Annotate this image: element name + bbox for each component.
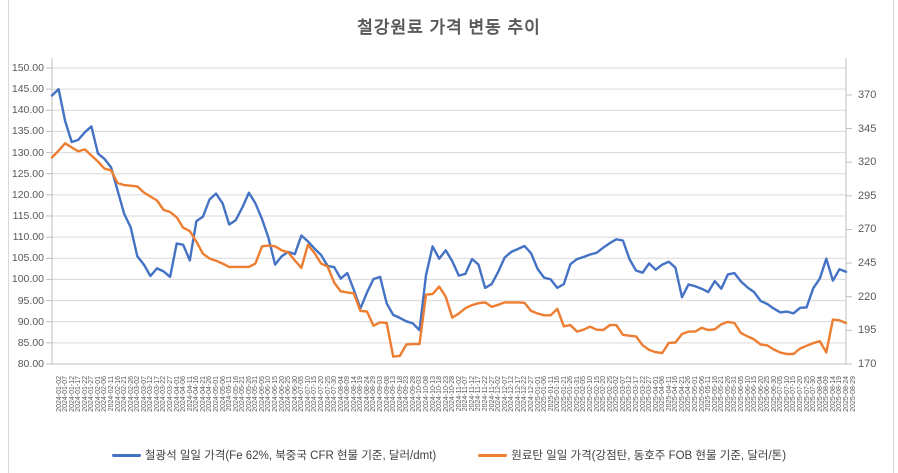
iron-ore-line-marker bbox=[111, 453, 141, 457]
x-axis-date-label: 2024-01-07 bbox=[62, 376, 70, 412]
chart-title: 철강원료 가격 변동 추이 bbox=[357, 18, 541, 37]
x-axis-date-label: 2025-03-17 bbox=[632, 376, 640, 412]
right-axis-tick-label: 195 bbox=[858, 324, 877, 337]
left-axis-tick-label: 145.00 bbox=[11, 83, 44, 96]
iron-ore-price-line bbox=[50, 87, 848, 332]
left-axis-tick-label: 125.00 bbox=[11, 167, 44, 180]
x-axis-date-label: 2025-06-05 bbox=[737, 376, 745, 412]
iron-ore-legend-label: 철광석 일일 가격(Fe 62%, 북중국 CFR 현물 기준, 달러/dmt) bbox=[144, 450, 437, 462]
left-axis-tick-label: 140.00 bbox=[11, 104, 44, 117]
legend-item-coking-coal[interactable]: 원료탄 일일 가격(강점탄, 동호주 FOB 현물 기준, 달러/톤) bbox=[478, 447, 786, 463]
right-axis-tick-label: 220 bbox=[858, 290, 877, 303]
x-axis-date-label: 2024-03-27 bbox=[167, 376, 175, 412]
left-axis-tick-label: 135.00 bbox=[11, 125, 44, 138]
x-axis-date-label: 2025-08-24 bbox=[842, 376, 850, 412]
x-axis-date-label: 2024-07-20 bbox=[317, 376, 325, 412]
right-axis-tick-label: 170 bbox=[858, 358, 877, 370]
x-axis-date-label: 2024-02-11 bbox=[107, 376, 115, 412]
right-axis-tick-label: 345 bbox=[858, 122, 877, 135]
x-axis-date-label: 2025-06-15 bbox=[751, 376, 759, 412]
x-axis-date-label: 2024-06-15 bbox=[272, 376, 280, 412]
left-axis-tick-label: 150.00 bbox=[11, 62, 44, 74]
legend-item-iron-ore[interactable]: 철광석 일일 가격(Fe 62%, 북중국 CFR 현물 기준, 달러/dmt) bbox=[111, 447, 437, 463]
x-axis-date-label: 2025-07-20 bbox=[797, 376, 804, 412]
left-axis-tick-label: 115.00 bbox=[12, 210, 44, 222]
left-axis-tick-label: 80.00 bbox=[17, 358, 44, 370]
left-axis-tick-label: 130.00 bbox=[11, 146, 44, 159]
x-axis-date-label: 2024-12-27 bbox=[527, 376, 535, 412]
right-axis-tick-label: 270 bbox=[858, 223, 877, 236]
x-axis-date-label: 2025-05-01 bbox=[692, 376, 699, 412]
left-axis-tick-label: 95.00 bbox=[17, 294, 44, 307]
coking-coal-line-marker bbox=[478, 453, 508, 457]
left-axis-tick-label: 120.00 bbox=[11, 188, 44, 201]
x-axis-date-label: 2024-10-08 bbox=[422, 376, 430, 412]
left-axis-tick-label: 100.00 bbox=[11, 273, 44, 286]
left-axis-tick-label: 105.00 bbox=[11, 252, 44, 265]
right-axis-tick-label: 245 bbox=[858, 257, 877, 270]
right-axis-tick-label: 295 bbox=[858, 189, 877, 202]
coking-coal-legend-label: 원료탄 일일 가격(강점탄, 동호주 FOB 현물 기준, 달러/톤) bbox=[511, 450, 787, 462]
coking-coal-price-line bbox=[50, 142, 848, 358]
left-axis-tick-label: 85.00 bbox=[17, 336, 44, 349]
left-axis-tick-label: 90.00 bbox=[17, 315, 44, 328]
right-axis-tick-label: 320 bbox=[858, 156, 877, 169]
chart-legend: 철광석 일일 가격(Fe 62%, 북중국 CFR 현물 기준, 달러/dmt)… bbox=[0, 444, 898, 466]
x-axis-date-label: 2024-09-03 bbox=[377, 376, 385, 412]
x-axis-date-label: 2024-11-22 bbox=[482, 376, 490, 412]
x-axis-date-label: 2024-05-01 bbox=[212, 376, 220, 412]
x-axis-date-label: 2025-08-29 bbox=[849, 376, 857, 412]
right-axis-tick-label: 370 bbox=[858, 88, 877, 101]
left-axis-tick-label: 110.00 bbox=[12, 231, 44, 244]
x-axis-date-label: 2025-02-10 bbox=[587, 376, 595, 412]
